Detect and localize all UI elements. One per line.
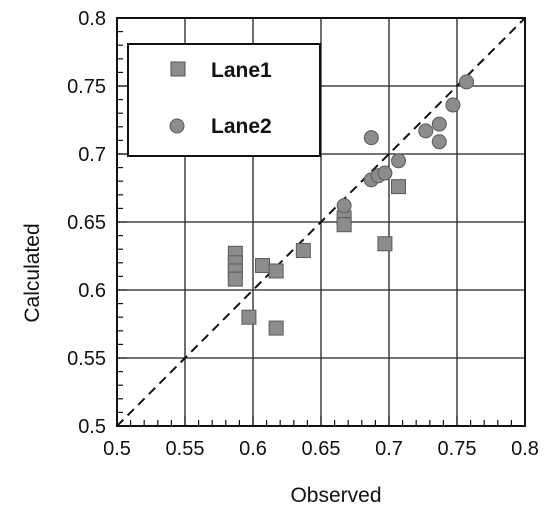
data-point-lane1: [227, 271, 243, 287]
y-tick-label: 0.55: [67, 348, 106, 370]
x-tick-label: 0.7: [375, 438, 403, 460]
legend-label-lane2: Lane2: [211, 115, 272, 138]
y-tick-label: 0.5: [78, 416, 106, 438]
x-tick-label: 0.65: [302, 438, 341, 460]
x-tick-label: 0.55: [166, 438, 205, 460]
x-tick-label: 0.5: [103, 438, 131, 460]
data-point-lane1: [377, 236, 393, 252]
data-point-lane1: [241, 309, 257, 325]
data-point-lane2: [431, 116, 447, 132]
y-tick-label: 0.7: [78, 144, 106, 166]
data-point-lane2: [363, 130, 379, 146]
data-point-lane2: [418, 123, 434, 139]
data-point-lane2: [377, 165, 393, 181]
data-point-lane1: [268, 320, 284, 336]
data-point-lane1: [336, 217, 352, 233]
x-tick-label: 0.6: [239, 438, 267, 460]
legend-box: [127, 43, 321, 157]
tick-labels: 0.5 0.55 0.6 0.65 0.7 0.75 0.8 0.5 0.55 0.6 0.65 0.…: [67, 8, 539, 460]
legend-marker-lane1: [170, 61, 186, 77]
data-point-lane1: [268, 263, 284, 279]
y-axis-label: Calculated: [21, 223, 44, 322]
legend-label-lane1: Lane1: [211, 59, 272, 82]
x-axis-label: Observed: [290, 484, 381, 507]
data-point-lane2: [445, 97, 461, 113]
data-points: [227, 74, 475, 336]
data-point-lane2: [391, 153, 407, 169]
data-point-lane1: [295, 243, 311, 259]
plot-frame: [116, 17, 526, 427]
data-point-lane2: [459, 74, 475, 90]
data-point-lane2: [431, 134, 447, 150]
legend: Lane1 Lane2: [127, 43, 321, 157]
y-tick-label: 0.75: [67, 76, 106, 98]
data-point-lane1: [391, 179, 407, 195]
y-tick-label: 0.65: [67, 212, 106, 234]
x-tick-label: 0.8: [511, 438, 539, 460]
data-point-lane2: [336, 198, 352, 214]
y-tick-label: 0.6: [78, 280, 106, 302]
x-tick-label: 0.75: [438, 438, 477, 460]
reference-diagonal-line: [116, 17, 526, 427]
y-tick-label: 0.8: [78, 8, 106, 30]
data-point-lane1: [255, 258, 271, 274]
legend-marker-lane2: [169, 118, 185, 134]
